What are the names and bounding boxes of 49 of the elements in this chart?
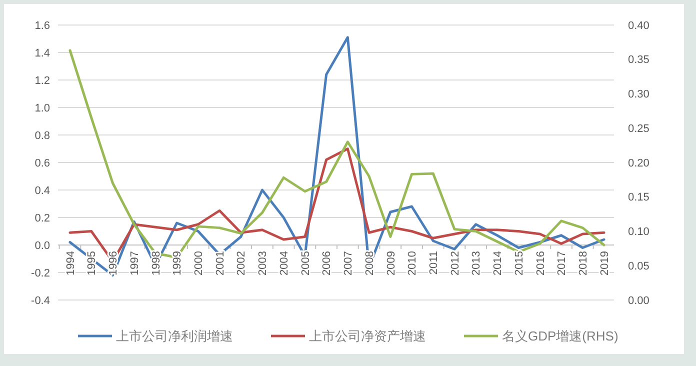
x-tick-label: 2004 <box>278 251 290 276</box>
x-tick-label: 2008 <box>364 251 376 276</box>
x-tick-label: 1995 <box>86 251 98 276</box>
legend-label: 名义GDP增速(RHS) <box>502 328 618 344</box>
y-tick-label: -0.2 <box>31 267 50 280</box>
y2-tick-label: 0.00 <box>628 294 650 307</box>
y2-tick-label: 0.30 <box>628 88 650 101</box>
x-tick-label: 2019 <box>598 251 611 276</box>
y-tick-label: 1.4 <box>34 47 50 60</box>
x-tick-label: 2018 <box>577 251 590 276</box>
x-tick-label: 2006 <box>321 251 334 276</box>
y2-tick-label: 0.15 <box>628 192 650 204</box>
legend-label: 上市公司净利润增速 <box>116 328 233 344</box>
y2-tick-label: 0.35 <box>628 54 650 66</box>
x-tick-label: 2017 <box>556 251 568 276</box>
legend-label: 上市公司净资产增速 <box>309 328 426 344</box>
x-tick-label: 2009 <box>385 251 398 276</box>
y2-tick-label: 0.25 <box>628 122 650 135</box>
x-tick-label: 2013 <box>470 251 483 276</box>
x-tick-label: 2007 <box>342 251 355 276</box>
y2-tick-label: 0.10 <box>628 226 650 238</box>
x-tick-label: 2014 <box>492 251 504 276</box>
x-tick-label: 2016 <box>534 251 547 276</box>
y-tick-label: 0.6 <box>34 157 50 170</box>
x-tick-label: 2015 <box>513 251 526 276</box>
x-tick-label: 1994 <box>64 251 77 276</box>
y-tick-label: 0.2 <box>34 212 50 224</box>
x-tick-label: 2000 <box>193 251 206 276</box>
x-tick-label: 2003 <box>257 251 270 276</box>
y-tick-label: 1.2 <box>34 74 50 87</box>
x-tick-label: 2002 <box>236 251 248 276</box>
x-tick-label: 2001 <box>214 251 226 276</box>
y-tick-label: 0.8 <box>34 130 50 142</box>
x-tick-label: 2012 <box>449 251 462 276</box>
x-tick-label: 1998 <box>150 251 162 276</box>
y-tick-label: 1.0 <box>34 102 50 114</box>
x-tick-label: 1996 <box>108 251 120 276</box>
y-tick-label: 1.6 <box>34 20 50 32</box>
x-tick-label: 2011 <box>428 251 440 275</box>
y-tick-label: 0.4 <box>34 184 50 197</box>
y2-tick-label: 0.40 <box>628 20 650 32</box>
x-tick-label: 2005 <box>300 251 312 276</box>
y-tick-label: -0.4 <box>31 294 50 307</box>
y-tick-label: 0.0 <box>34 240 50 252</box>
x-tick-label: 1999 <box>172 251 184 276</box>
x-tick-label: 2010 <box>406 251 419 276</box>
x-tick-label: 1997 <box>128 251 141 276</box>
y2-tick-label: 0.20 <box>628 157 650 170</box>
y2-tick-label: 0.05 <box>628 260 650 272</box>
